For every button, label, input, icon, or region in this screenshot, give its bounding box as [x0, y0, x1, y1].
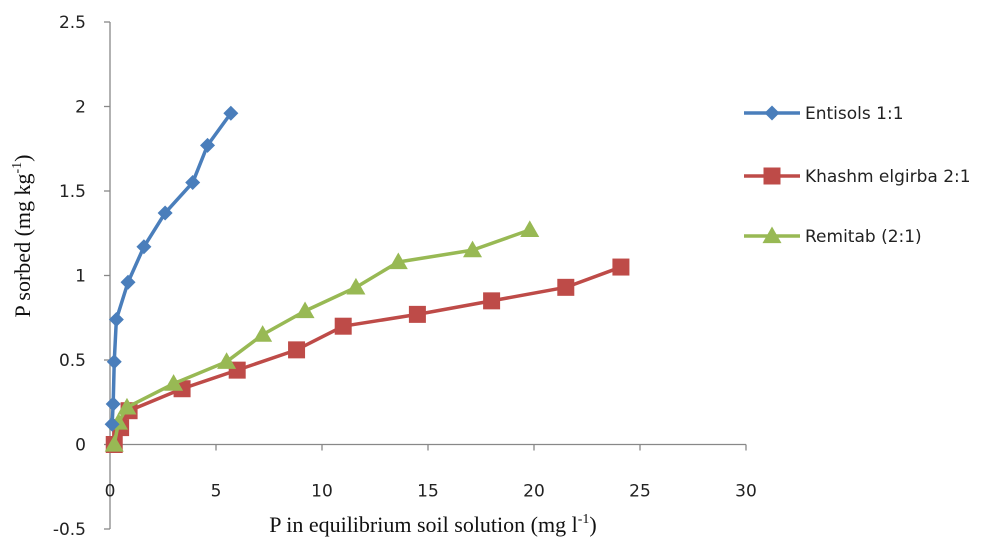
legend-label: Khashm elgirba 2:1 — [805, 167, 971, 187]
data-point — [108, 311, 124, 327]
data-point — [136, 239, 152, 255]
axes: -0.5 0 0.5 1 1.5 2 2.5 0 5 10 15 20 25 30 — [53, 13, 757, 540]
legend-marker — [763, 167, 781, 185]
data-point — [200, 137, 216, 153]
legend-marker — [762, 226, 782, 244]
data-point — [117, 397, 137, 415]
data-point — [483, 292, 501, 310]
data-point — [164, 374, 184, 391]
y-tick-label: -0.5 — [53, 520, 86, 540]
series-line — [110, 112, 233, 425]
data-point — [120, 274, 136, 290]
y-tick-label: 0.5 — [59, 351, 86, 371]
x-axis-title: P in equilibrium soil solution (mg l-1) — [269, 512, 596, 537]
x-tick-label: 15 — [417, 482, 439, 502]
data-point — [104, 435, 124, 452]
data-point — [105, 396, 121, 412]
series-line — [112, 265, 622, 446]
data-point — [288, 341, 306, 359]
legend-marker — [764, 105, 780, 121]
x-tick-label: 20 — [523, 482, 545, 502]
legend-entry: Remitab (2:1) — [744, 226, 922, 247]
data-point — [106, 354, 122, 370]
data-point — [612, 258, 630, 276]
data-point — [253, 325, 273, 342]
data-point — [295, 301, 315, 319]
data-point — [346, 277, 366, 295]
x-tick-label: 5 — [211, 482, 222, 502]
legend-label: Entisols 1:1 — [805, 104, 904, 124]
series-square — [105, 258, 630, 453]
data-point — [557, 278, 575, 296]
y-axis-title: P sorbed (mg kg-1) — [10, 154, 35, 317]
legend-entry: Entisols 1:1 — [744, 104, 904, 124]
y-tick-label: 2 — [75, 98, 86, 118]
data-point — [217, 352, 237, 369]
x-tick-label: 25 — [629, 482, 651, 502]
x-tick-label: 0 — [105, 482, 116, 502]
x-tick-label: 10 — [311, 482, 333, 502]
data-point — [520, 220, 540, 237]
y-tick-label: 1.5 — [59, 182, 86, 202]
data-point — [388, 252, 408, 270]
legend-label: Remitab (2:1) — [805, 227, 922, 247]
data-point — [334, 317, 352, 335]
y-tick-label: 1 — [75, 267, 86, 287]
y-tick-label: 2.5 — [59, 13, 86, 33]
x-tick-label: 30 — [735, 482, 757, 502]
series-diamond — [104, 105, 239, 432]
series-triangle — [104, 220, 540, 452]
y-tick-label: 0 — [75, 436, 86, 456]
series-layer — [104, 105, 630, 453]
data-point — [223, 105, 239, 121]
data-point — [157, 205, 173, 221]
legend: Entisols 1:1 Khashm elgirba 2:1 Remitab (2… — [744, 104, 971, 247]
data-point — [408, 305, 426, 323]
data-point — [463, 240, 483, 258]
data-point — [104, 416, 120, 432]
legend-entry: Khashm elgirba 2:1 — [744, 167, 971, 187]
data-point — [185, 175, 201, 191]
